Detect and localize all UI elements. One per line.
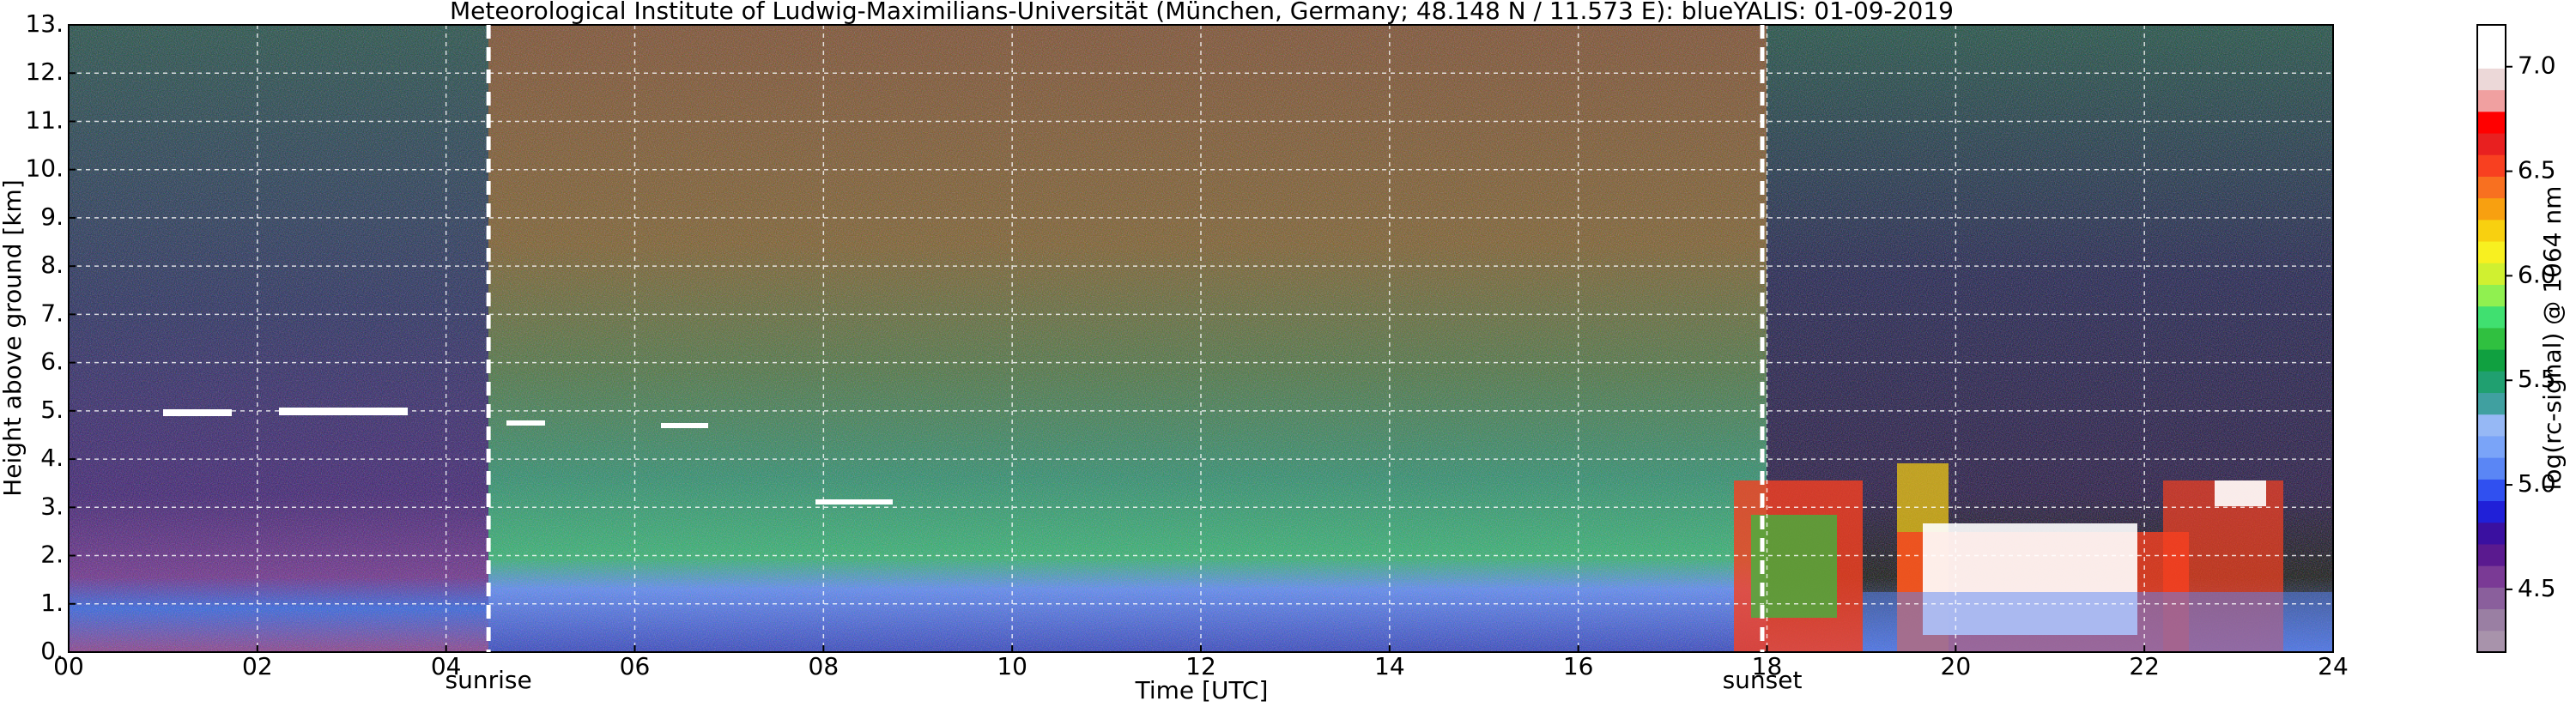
x-tick-label: 08 <box>809 652 839 680</box>
annotation-label: sunset <box>1723 666 1803 694</box>
x-tick-label: 22 <box>2129 652 2160 680</box>
colorbar-swatch <box>2477 263 2506 285</box>
colorbar-swatch <box>2477 608 2506 631</box>
x-tick-label: 16 <box>1563 652 1594 680</box>
y-tick-label: 11. <box>25 106 64 134</box>
y-tick-label: 4. <box>40 444 64 472</box>
y-tick-label: 3. <box>40 492 64 520</box>
colorbar-swatch <box>2477 219 2506 242</box>
colorbar-swatch <box>2477 327 2506 350</box>
colorbar-swatch <box>2477 479 2506 502</box>
colorbar-swatch <box>2477 457 2506 480</box>
y-tick-label: 12. <box>25 57 64 86</box>
annotation-label: sunrise <box>445 666 532 694</box>
colorbar-swatch <box>2477 500 2506 523</box>
colorbar-tick-label: 6.5 <box>2518 156 2556 184</box>
colorbar-tick-label: 7.0 <box>2518 51 2556 80</box>
cloud-features <box>163 408 2333 652</box>
x-tick-label: 06 <box>620 652 651 680</box>
colorbar-swatch <box>2477 414 2506 437</box>
chart-title: Meteorological Institute of Ludwig-Maxim… <box>450 0 1954 25</box>
colorbar-swatch <box>2477 587 2506 610</box>
colorbar-swatch <box>2477 371 2506 394</box>
colorbar-swatch <box>2477 46 2506 69</box>
x-tick-label: 02 <box>242 652 273 680</box>
colorbar-swatch <box>2477 111 2506 134</box>
x-tick-label: 12 <box>1185 652 1216 680</box>
x-tick-label: 00 <box>53 652 84 680</box>
x-tick-label: 18 <box>1752 652 1783 680</box>
colorbar-swatch <box>2477 630 2506 653</box>
colorbar-swatch <box>2477 305 2506 329</box>
colorbar-swatch <box>2477 543 2506 566</box>
colorbar-label: log(rc-signal) @ 1064 nm <box>2538 186 2567 491</box>
y-tick-label: 13. <box>25 9 64 38</box>
y-tick-label: 7. <box>40 299 64 327</box>
y-tick-label: 6. <box>40 347 64 376</box>
colorbar-swatch <box>2477 176 2506 199</box>
colorbar-tick-label: 6.0 <box>2518 260 2556 288</box>
x-axis-label: Time [UTC] <box>1135 676 1269 704</box>
colorbar-swatch <box>2477 89 2506 112</box>
colorbar-swatch <box>2477 284 2506 307</box>
colorbar-swatch <box>2477 154 2506 177</box>
colorbar-tick-label: 5.0 <box>2518 469 2556 498</box>
y-tick-label: 10. <box>25 154 64 183</box>
y-axis-label: Height above ground [km] <box>0 179 27 497</box>
colorbar-swatch <box>2477 522 2506 545</box>
colorbar-tick-label: 5.5 <box>2518 365 2556 393</box>
colorbar-swatch <box>2477 68 2506 91</box>
colorbar-frame <box>2476 24 2506 653</box>
colorbar-swatch <box>2477 25 2506 47</box>
colorbar-swatch <box>2477 133 2506 155</box>
colorbar-tick-label: 4.5 <box>2518 574 2556 602</box>
y-tick-label: 0. <box>40 637 64 665</box>
y-tick-label: 1. <box>40 589 64 617</box>
colorbar-swatch <box>2477 565 2506 588</box>
colorbar-swatch <box>2477 392 2506 415</box>
colorbar-swatch <box>2477 197 2506 221</box>
colorbar-swatch <box>2477 349 2506 372</box>
y-tick-label: 9. <box>40 202 64 231</box>
x-tick-label: 14 <box>1374 652 1405 680</box>
x-tick-label: 24 <box>2318 652 2349 680</box>
colorbar-swatch <box>2477 435 2506 458</box>
colorbar-swatch <box>2477 241 2506 263</box>
x-tick-label: 04 <box>431 652 462 680</box>
y-tick-label: 2. <box>40 541 64 569</box>
y-tick-label: 8. <box>40 251 64 279</box>
y-tick-label: 5. <box>40 396 64 424</box>
x-tick-label: 10 <box>997 652 1027 680</box>
x-tick-label: 20 <box>1941 652 1972 680</box>
